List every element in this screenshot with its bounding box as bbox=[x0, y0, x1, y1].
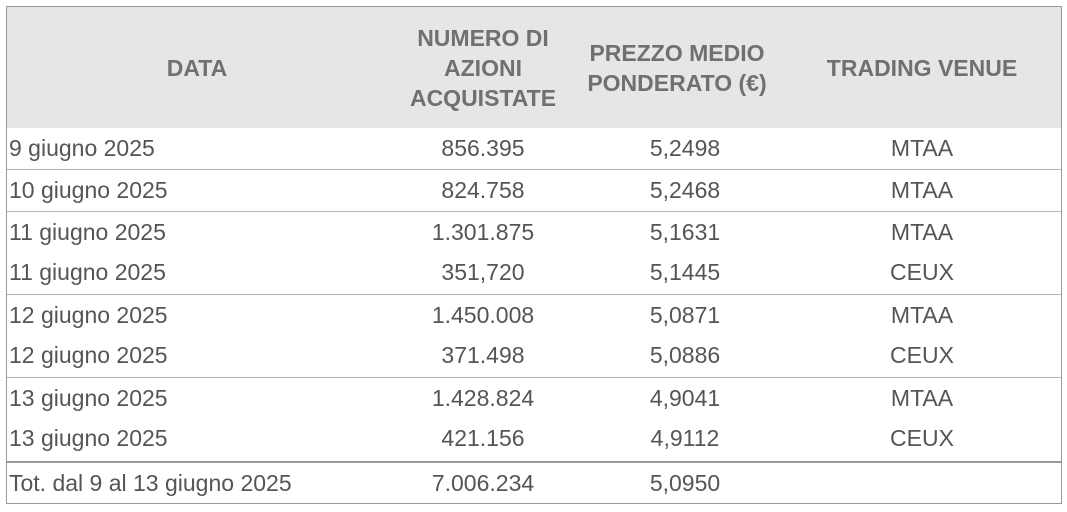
cell-date: 11 giugno 2025 bbox=[9, 259, 166, 285]
cell-shares: 1.428.824 bbox=[431, 385, 535, 411]
table-row: 11 giugno 2025 351,720 5,1445 CEUX bbox=[7, 252, 1061, 293]
cell-date: 10 giugno 2025 bbox=[9, 177, 168, 203]
header-price: PREZZO MEDIO PONDERATO (€) bbox=[577, 7, 777, 128]
header-shares: NUMERO DI AZIONI ACQUISTATE bbox=[393, 7, 573, 128]
table-row: 13 giugno 2025 421.156 4,9112 CEUX bbox=[7, 418, 1061, 459]
header-shares-line-3: ACQUISTATE bbox=[409, 84, 557, 111]
total-venue bbox=[822, 463, 1022, 504]
cell-date: 12 giugno 2025 bbox=[9, 342, 168, 368]
cell-price: 5,0886 bbox=[649, 342, 721, 368]
purchases-table: DATA NUMERO DI AZIONI ACQUISTATE PREZZO … bbox=[6, 6, 1062, 504]
cell-price: 5,2468 bbox=[649, 177, 721, 203]
cell-date: 9 giugno 2025 bbox=[9, 135, 155, 161]
cell-shares: 421.156 bbox=[441, 425, 525, 451]
header-price-line-2: PONDERATO (€) bbox=[587, 69, 767, 96]
cell-venue: MTAA bbox=[890, 219, 954, 245]
header-venue-label: TRADING VENUE bbox=[826, 54, 1018, 81]
cell-venue: MTAA bbox=[890, 177, 954, 203]
table-row: 12 giugno 2025 1.450.008 5,0871 MTAA bbox=[7, 294, 1061, 336]
table-row: 9 giugno 2025 856.395 5,2498 MTAA bbox=[7, 128, 1061, 169]
cell-date: 13 giugno 2025 bbox=[9, 385, 168, 411]
header-shares-line-1: NUMERO DI bbox=[417, 24, 549, 51]
total-label: Tot. dal 9 al 13 giugno 2025 bbox=[9, 470, 292, 496]
table-header: DATA NUMERO DI AZIONI ACQUISTATE PREZZO … bbox=[7, 7, 1061, 128]
cell-date: 11 giugno 2025 bbox=[9, 219, 166, 245]
cell-date: 12 giugno 2025 bbox=[9, 302, 168, 328]
cell-shares: 1.301.875 bbox=[431, 219, 535, 245]
header-date-label: DATA bbox=[166, 54, 228, 81]
cell-venue: CEUX bbox=[890, 425, 954, 451]
header-date: DATA bbox=[87, 7, 307, 128]
cell-venue: MTAA bbox=[890, 135, 954, 161]
header-shares-line-2: AZIONI bbox=[444, 54, 522, 81]
cell-price: 5,1631 bbox=[649, 219, 721, 245]
table-row: 10 giugno 2025 824.758 5,2468 MTAA bbox=[7, 169, 1061, 211]
cell-price: 5,2498 bbox=[649, 135, 721, 161]
cell-shares: 1.450.008 bbox=[431, 302, 535, 328]
total-shares: 7.006.234 bbox=[431, 470, 535, 496]
cell-shares: 824.758 bbox=[441, 177, 525, 203]
cell-venue: MTAA bbox=[890, 385, 954, 411]
cell-shares: 856.395 bbox=[441, 135, 525, 161]
cell-shares: 371.498 bbox=[441, 342, 525, 368]
total-row: Tot. dal 9 al 13 giugno 2025 7.006.234 5… bbox=[7, 461, 1061, 504]
cell-venue: CEUX bbox=[890, 259, 954, 285]
table-row: 11 giugno 2025 1.301.875 5,1631 MTAA bbox=[7, 211, 1061, 253]
cell-price: 4,9041 bbox=[649, 385, 721, 411]
cell-date: 13 giugno 2025 bbox=[9, 425, 168, 451]
header-price-line-1: PREZZO MEDIO bbox=[589, 39, 765, 66]
cell-venue: CEUX bbox=[890, 342, 954, 368]
table-row: 13 giugno 2025 1.428.824 4,9041 MTAA bbox=[7, 377, 1061, 419]
cell-shares: 351,720 bbox=[441, 259, 525, 285]
cell-venue: MTAA bbox=[890, 302, 954, 328]
header-venue: TRADING VENUE bbox=[807, 7, 1037, 128]
cell-price: 5,0871 bbox=[649, 302, 721, 328]
cell-price: 5,1445 bbox=[649, 259, 721, 285]
total-price: 5,0950 bbox=[649, 470, 721, 496]
cell-price: 4,9112 bbox=[650, 425, 720, 451]
table-row: 12 giugno 2025 371.498 5,0886 CEUX bbox=[7, 335, 1061, 376]
